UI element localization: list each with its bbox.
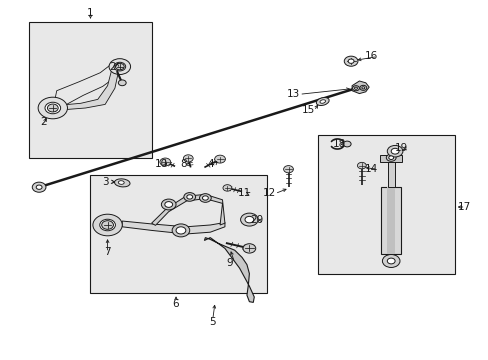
Circle shape [244, 216, 253, 223]
Circle shape [354, 87, 357, 89]
Text: 3: 3 [102, 177, 108, 187]
Text: 7: 7 [104, 247, 111, 257]
Text: 12: 12 [262, 188, 275, 198]
Text: 5: 5 [209, 317, 216, 327]
Circle shape [386, 145, 402, 157]
Circle shape [45, 102, 61, 114]
Bar [317, 135, 454, 274]
Circle shape [93, 214, 122, 236]
Circle shape [388, 156, 393, 159]
Circle shape [176, 227, 185, 234]
Ellipse shape [114, 179, 130, 187]
Bar [29, 22, 151, 158]
Circle shape [283, 166, 293, 173]
Text: 8: 8 [180, 159, 186, 169]
Bar [386, 187, 394, 254]
Polygon shape [151, 194, 224, 225]
Circle shape [352, 86, 359, 91]
Circle shape [343, 141, 350, 147]
Text: 10: 10 [155, 159, 167, 169]
Text: 16: 16 [364, 51, 378, 61]
Text: 11: 11 [237, 188, 251, 198]
Circle shape [386, 258, 394, 264]
Circle shape [240, 213, 258, 226]
Circle shape [359, 85, 366, 90]
Circle shape [223, 185, 231, 191]
Circle shape [47, 104, 58, 112]
Circle shape [164, 202, 172, 207]
Text: 18: 18 [332, 139, 346, 149]
Circle shape [347, 59, 353, 63]
Text: 20: 20 [250, 215, 263, 225]
Polygon shape [351, 81, 368, 94]
Bar [380, 155, 401, 162]
Text: 2: 2 [41, 117, 47, 127]
Bar [381, 187, 400, 254]
Circle shape [100, 219, 115, 231]
Circle shape [172, 224, 189, 237]
Circle shape [214, 155, 225, 163]
Circle shape [199, 194, 211, 202]
Circle shape [38, 97, 67, 119]
Polygon shape [56, 70, 119, 110]
Bar [387, 160, 394, 187]
Circle shape [118, 80, 126, 86]
Circle shape [361, 87, 364, 89]
Circle shape [183, 155, 193, 162]
Circle shape [382, 255, 399, 267]
Circle shape [386, 154, 395, 161]
Circle shape [243, 244, 255, 253]
Circle shape [357, 162, 366, 169]
Polygon shape [122, 221, 224, 234]
Circle shape [186, 195, 192, 199]
Text: 15: 15 [301, 105, 314, 115]
Circle shape [32, 182, 46, 192]
Circle shape [36, 185, 42, 189]
Text: 14: 14 [364, 164, 378, 174]
Text: 17: 17 [457, 202, 470, 212]
Bar [90, 175, 266, 293]
Circle shape [114, 62, 125, 71]
Circle shape [183, 193, 195, 201]
Text: 6: 6 [172, 299, 179, 309]
Text: 9: 9 [226, 258, 233, 268]
Circle shape [202, 196, 208, 200]
Text: 19: 19 [393, 143, 407, 153]
Text: 2: 2 [109, 62, 116, 72]
Text: 4: 4 [206, 159, 213, 169]
Circle shape [344, 56, 357, 66]
Text: 1: 1 [87, 8, 94, 18]
Ellipse shape [319, 100, 325, 103]
Text: 13: 13 [286, 89, 300, 99]
Ellipse shape [316, 98, 328, 105]
Circle shape [102, 221, 113, 229]
Circle shape [390, 148, 398, 154]
Polygon shape [55, 64, 119, 107]
Circle shape [115, 63, 124, 70]
Circle shape [160, 158, 170, 166]
Circle shape [109, 59, 130, 75]
Polygon shape [204, 238, 254, 302]
Circle shape [161, 199, 176, 210]
Ellipse shape [118, 181, 124, 184]
